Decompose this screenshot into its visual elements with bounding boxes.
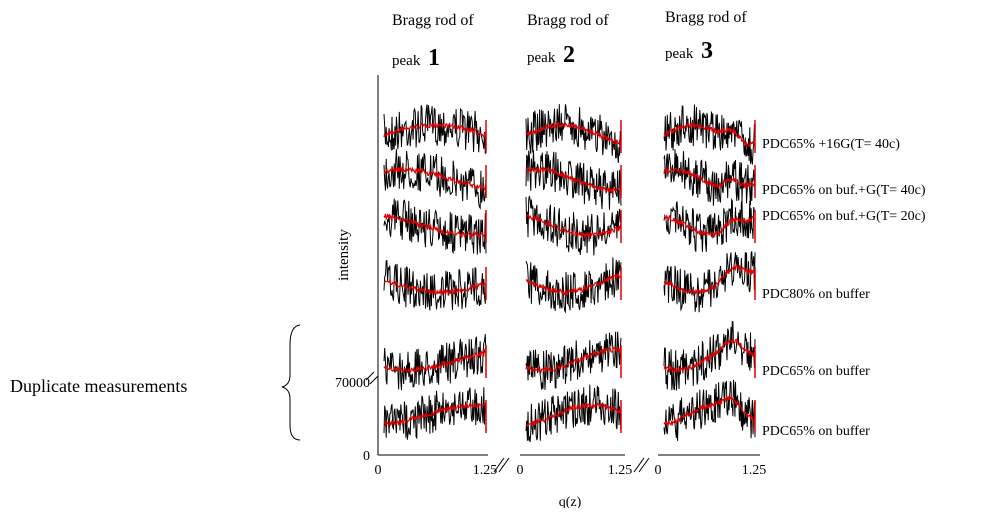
- smoothed-trace: [525, 402, 621, 428]
- peak-number: 2: [563, 42, 575, 68]
- curve-label: PDC65% on buffer: [762, 424, 870, 439]
- smoothed-trace: [383, 165, 487, 193]
- panel-title: Bragg rod of: [527, 12, 609, 29]
- noisy-trace: [383, 149, 487, 210]
- y-tick-label: 70000: [335, 376, 370, 391]
- noisy-trace: [383, 198, 487, 255]
- smoothed-trace: [525, 272, 622, 296]
- axis-break: [365, 371, 650, 473]
- peak-number: 1: [428, 45, 440, 71]
- noisy-trace: [663, 197, 756, 252]
- smoothed-trace: [383, 348, 487, 375]
- smoothed-trace: [525, 213, 622, 240]
- smoothed-trace: [663, 214, 756, 239]
- panel-title: Bragg rod of: [392, 12, 474, 29]
- noisy-trace: [525, 104, 622, 163]
- peak-number: 3: [701, 38, 713, 64]
- x-tick-label: 0: [375, 463, 382, 478]
- x-tick-label: 1.25: [473, 463, 498, 478]
- curve-label: PDC80% on buffer: [762, 287, 870, 302]
- smoothed-trace: [663, 394, 756, 427]
- smoothed-trace: [383, 401, 487, 427]
- y-tick-label: 0: [363, 449, 370, 464]
- smoothed-trace: [663, 262, 756, 295]
- noisy-trace: [663, 251, 756, 313]
- smoothed-trace: [663, 337, 756, 375]
- noisy-trace: [525, 384, 622, 443]
- noisy-trace: [525, 195, 622, 256]
- annotation: Duplicate measurements: [10, 376, 187, 396]
- brace: [281, 324, 301, 441]
- curve-label: PDC65% on buf.+G(T= 20c): [762, 209, 926, 224]
- noisy-trace: [383, 387, 487, 440]
- noisy-trace: [663, 149, 756, 206]
- smoothed-trace: [525, 345, 622, 375]
- noisy-trace: [383, 334, 487, 391]
- x-tick-label: 1.25: [742, 463, 767, 478]
- noisy-trace: [525, 150, 622, 210]
- traces: [383, 104, 756, 443]
- peak-label: peak: [392, 53, 421, 69]
- x-tick-label: 0: [517, 463, 524, 478]
- y-axis-label: intensity: [336, 229, 352, 281]
- peak-label: peak: [665, 46, 694, 62]
- noisy-trace: [525, 331, 622, 390]
- smoothed-trace: [663, 120, 756, 148]
- smoothed-trace: [525, 121, 622, 145]
- noisy-trace: [525, 257, 622, 314]
- noisy-trace: [663, 379, 756, 441]
- noisy-trace: [383, 259, 487, 311]
- smoothed-trace: [383, 213, 487, 240]
- noisy-trace: [383, 104, 487, 155]
- smoothed-trace: [383, 122, 487, 139]
- x-tick-label: 0: [655, 463, 662, 478]
- smoothed-trace: [525, 166, 622, 195]
- x-axis-label: q(z): [559, 495, 582, 508]
- curve-label: PDC65% +16G(T= 40c): [762, 137, 900, 152]
- smoothed-trace: [384, 277, 487, 297]
- curve-label: PDC65% on buf.+G(T= 40c): [762, 183, 926, 198]
- peak-label: peak: [527, 50, 556, 66]
- panel-title: Bragg rod of: [665, 9, 747, 26]
- smoothed-trace: [663, 165, 756, 190]
- x-tick-label: 1.25: [608, 463, 633, 478]
- noisy-trace: [663, 104, 756, 165]
- curve-label: PDC65% on buffer: [762, 364, 870, 379]
